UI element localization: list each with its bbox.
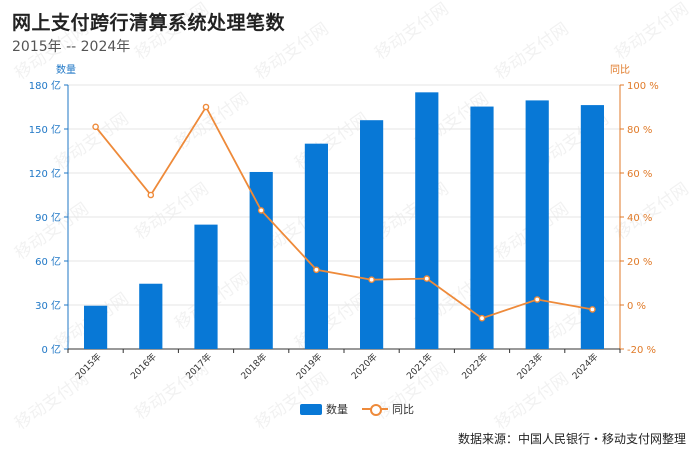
left-tick-label: 150 亿 xyxy=(29,123,61,136)
legend-item-count[interactable]: 数量 xyxy=(300,401,348,417)
legend-item-yoy[interactable]: 同比 xyxy=(362,401,414,417)
yoy-point-2017年 xyxy=(202,103,210,111)
yoy-point-2016年 xyxy=(147,191,155,199)
bar-2015年 xyxy=(84,305,108,349)
watermark-text: 移动支付网 xyxy=(11,19,92,84)
x-tick-label: 2016年 xyxy=(128,351,159,382)
legend-label-yoy: 同比 xyxy=(392,403,414,416)
yoy-point-2021年 xyxy=(423,275,431,282)
bar-2022年 xyxy=(470,106,494,349)
watermark-text: 移动支付网 xyxy=(491,369,572,434)
left-tick-label: 90 亿 xyxy=(35,211,61,224)
legend-label-count: 数量 xyxy=(326,403,348,416)
yoy-point-2018年 xyxy=(257,207,265,214)
bar-2020年 xyxy=(360,120,384,349)
right-tick-label: 60 % xyxy=(627,169,652,180)
yoy-point-2019年 xyxy=(313,266,320,274)
x-tick-label: 2024年 xyxy=(569,351,600,382)
watermark-text: 移动支付网 xyxy=(251,19,332,84)
chart-subtitle: 2015年 -- 2024年 xyxy=(12,39,131,55)
right-axis-title: 同比 xyxy=(610,64,630,76)
watermark-text: 移动支付网 xyxy=(371,179,452,244)
x-tick-label: 2022年 xyxy=(459,351,490,382)
bar-2017年 xyxy=(194,224,218,349)
watermark-text: 移动支付网 xyxy=(491,19,572,84)
right-tick-label: 40 % xyxy=(627,213,652,224)
bar-2024年 xyxy=(580,105,604,350)
x-tick-label: 2023年 xyxy=(514,351,545,382)
right-tick-label: 100 % xyxy=(627,81,659,92)
bar-2018年 xyxy=(249,171,273,349)
watermark-text: 移动支付网 xyxy=(611,0,692,64)
line-swatch-icon xyxy=(362,403,388,416)
data-source: 数据来源：中国人民银行・移动支付网整理 xyxy=(457,432,686,446)
watermark-text: 移动支付网 xyxy=(131,0,212,64)
right-tick-label: 0 % xyxy=(627,301,646,312)
bar-2023年 xyxy=(525,100,549,350)
yoy-point-2022年 xyxy=(478,314,486,322)
watermark-text: 移动支付网 xyxy=(611,179,692,244)
right-tick-label: -20 % xyxy=(627,345,656,356)
left-tick-label: 0 亿 xyxy=(41,343,61,356)
chart-legend[interactable]: 数量 同比 xyxy=(300,401,414,417)
yoy-point-2024年 xyxy=(589,306,596,313)
x-tick-label: 2018年 xyxy=(238,351,269,382)
left-tick-label: 30 亿 xyxy=(35,299,61,312)
watermark-text: 移动支付网 xyxy=(371,0,452,64)
x-tick-label: 2020年 xyxy=(349,351,380,382)
yoy-point-2023年 xyxy=(533,296,541,303)
x-tick-label: 2015年 xyxy=(73,351,104,382)
bar-2021年 xyxy=(415,92,439,349)
left-tick-label: 60 亿 xyxy=(35,255,61,268)
yoy-line xyxy=(94,105,593,320)
right-tick-label: 20 % xyxy=(627,257,652,268)
left-tick-label: 180 亿 xyxy=(29,79,61,92)
yoy-point-2020年 xyxy=(368,276,375,284)
left-axis-title: 数量 xyxy=(56,63,76,76)
yoy-point-2015年 xyxy=(92,123,99,131)
bar-swatch-icon xyxy=(300,403,322,415)
watermark-text: 移动支付网 xyxy=(51,109,132,174)
right-tick-label: 80 % xyxy=(627,125,652,136)
bar-2016年 xyxy=(139,283,163,349)
chart-title: 网上支付跨行清算系统处理笔数 xyxy=(12,12,286,34)
watermark-text: 移动支付网 xyxy=(11,199,92,264)
left-tick-label: 120 亿 xyxy=(29,167,61,180)
bar-2019年 xyxy=(304,143,328,349)
